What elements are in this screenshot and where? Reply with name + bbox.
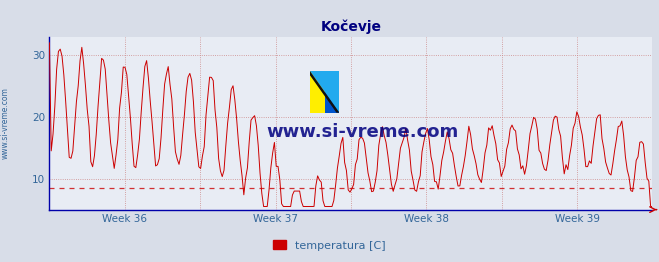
Text: www.si-vreme.com: www.si-vreme.com: [1, 87, 10, 159]
Bar: [325, 71, 339, 113]
Bar: [310, 71, 325, 113]
Text: www.si-vreme.com: www.si-vreme.com: [267, 123, 459, 141]
Polygon shape: [310, 71, 339, 113]
Legend: temperatura [C]: temperatura [C]: [269, 236, 390, 255]
Polygon shape: [310, 71, 339, 113]
Title: Kočevje: Kočevje: [320, 20, 382, 34]
